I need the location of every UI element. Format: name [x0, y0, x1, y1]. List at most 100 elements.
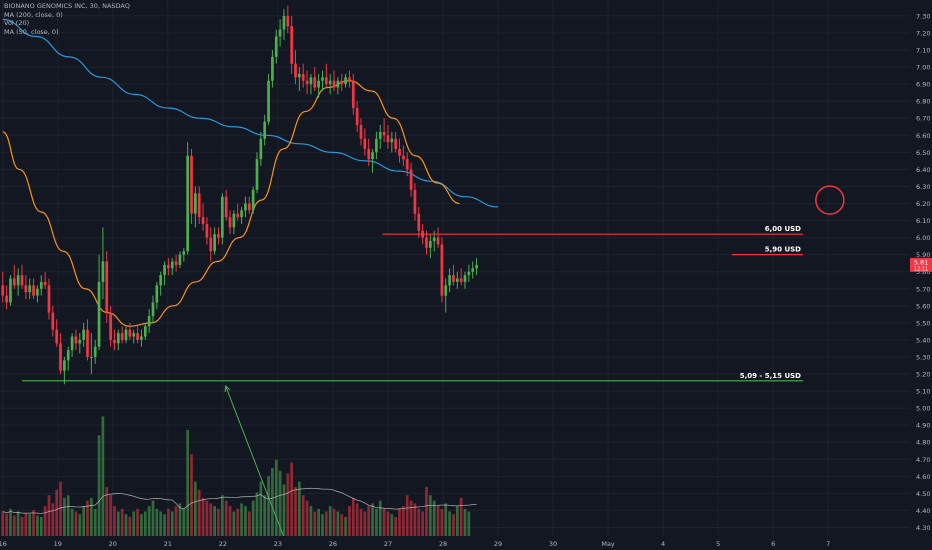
candle-body — [425, 237, 428, 248]
candle-body — [409, 169, 413, 190]
candle — [186, 142, 190, 255]
candle-body — [205, 223, 209, 238]
volume-bar — [413, 503, 417, 536]
candle-body — [197, 193, 201, 218]
candle — [402, 145, 405, 166]
candle — [332, 70, 336, 91]
y-tick-label: 4.50 — [916, 490, 930, 498]
candle — [348, 70, 351, 88]
y-tick-label: 5.50 — [916, 319, 930, 327]
volume-bar — [348, 506, 351, 536]
candle-body — [136, 333, 139, 340]
y-tick-label: 6.20 — [916, 200, 930, 208]
volume-bar — [309, 506, 313, 536]
volume-bar — [282, 484, 286, 536]
ma50-path — [2, 80, 460, 327]
candle-body — [167, 264, 170, 269]
candle-body — [321, 77, 324, 81]
y-tick-label: 5.40 — [916, 336, 930, 344]
volume-bar — [16, 511, 20, 536]
volume-bar — [240, 503, 243, 536]
candle-body — [182, 251, 186, 255]
candle-body — [178, 254, 182, 265]
candle — [178, 251, 182, 269]
y-tick-label: 7.10 — [916, 47, 930, 55]
volume-bar — [336, 511, 340, 536]
volume-bar — [398, 508, 401, 536]
price-levels[interactable]: 6,00 USD 5,90 USD 5,09 - 5,15 USD — [22, 225, 803, 382]
candle — [16, 268, 20, 296]
candle-body — [282, 15, 286, 30]
candle — [28, 278, 32, 299]
candle — [336, 77, 340, 95]
candle — [394, 131, 398, 153]
y-tick-label: 7.20 — [916, 29, 930, 37]
candle — [74, 329, 78, 351]
candle — [86, 319, 89, 361]
candle-body — [51, 312, 55, 330]
x-tick-label: May — [601, 540, 615, 548]
volume-bar — [178, 503, 182, 536]
candle-body — [271, 56, 274, 81]
candle — [205, 217, 209, 245]
candle-body — [66, 350, 70, 361]
candle-body — [170, 261, 174, 269]
volume-bar — [428, 495, 432, 536]
volume-bar — [324, 511, 328, 536]
candle — [101, 227, 105, 299]
candle-body — [294, 63, 297, 78]
volume-bar — [190, 454, 193, 536]
candle-body — [93, 346, 97, 357]
price-axis[interactable]: 7.30 7.20 7.10 7.00 6.90 6.80 6.70 6.60 6.50 6.40… — [916, 12, 930, 532]
candle-body — [305, 80, 309, 85]
candle — [444, 278, 448, 313]
volume-bar — [232, 511, 236, 536]
time-axis-bg[interactable] — [0, 536, 932, 550]
candle-body — [82, 329, 85, 340]
volume-bar — [90, 497, 93, 536]
candle — [109, 305, 112, 347]
x-tick-label: 16 — [0, 540, 7, 548]
candle — [167, 258, 170, 276]
candle-body — [155, 285, 159, 303]
candle-body — [371, 152, 374, 160]
candle — [55, 319, 59, 347]
candle-body — [90, 356, 93, 358]
candle — [375, 131, 378, 160]
candle-body — [440, 244, 444, 296]
volume-bar — [421, 511, 424, 536]
candle-body — [286, 15, 290, 27]
candle — [417, 206, 421, 238]
volume-bar — [355, 503, 359, 536]
grid — [0, 0, 910, 536]
volume-bar — [101, 416, 105, 536]
candle-body — [402, 155, 405, 160]
time-axis[interactable]: 16 19 20 21 22 23 26 27 28 29 30 May 4 5 6 7 — [0, 540, 830, 548]
volume-bar — [236, 508, 240, 536]
x-tick-label: 29 — [494, 540, 502, 548]
level-label-1: 5,90 USD — [765, 246, 801, 254]
candle — [247, 196, 251, 214]
volume-bar — [55, 489, 59, 536]
volume-bar — [363, 511, 367, 536]
x-tick-label: 27 — [384, 540, 392, 548]
badge-time: 12:11 — [914, 266, 928, 272]
badge-bg — [910, 257, 932, 272]
y-tick-label: 7.30 — [916, 12, 930, 20]
volume-bar — [217, 508, 220, 536]
ma50-line — [2, 80, 460, 327]
candle — [452, 264, 455, 286]
volume-bar — [120, 508, 124, 536]
candle-body — [255, 159, 259, 190]
volume-bar — [286, 473, 290, 536]
y-tick-label: 5.30 — [916, 353, 930, 361]
y-tick-label: 4.70 — [916, 456, 930, 464]
candle — [448, 268, 451, 293]
candle-body — [267, 80, 270, 122]
candle — [39, 275, 43, 296]
volume-bar — [197, 489, 201, 536]
badge-price: 5.81 — [914, 258, 928, 266]
candle — [267, 73, 270, 126]
candle-body — [194, 193, 197, 214]
